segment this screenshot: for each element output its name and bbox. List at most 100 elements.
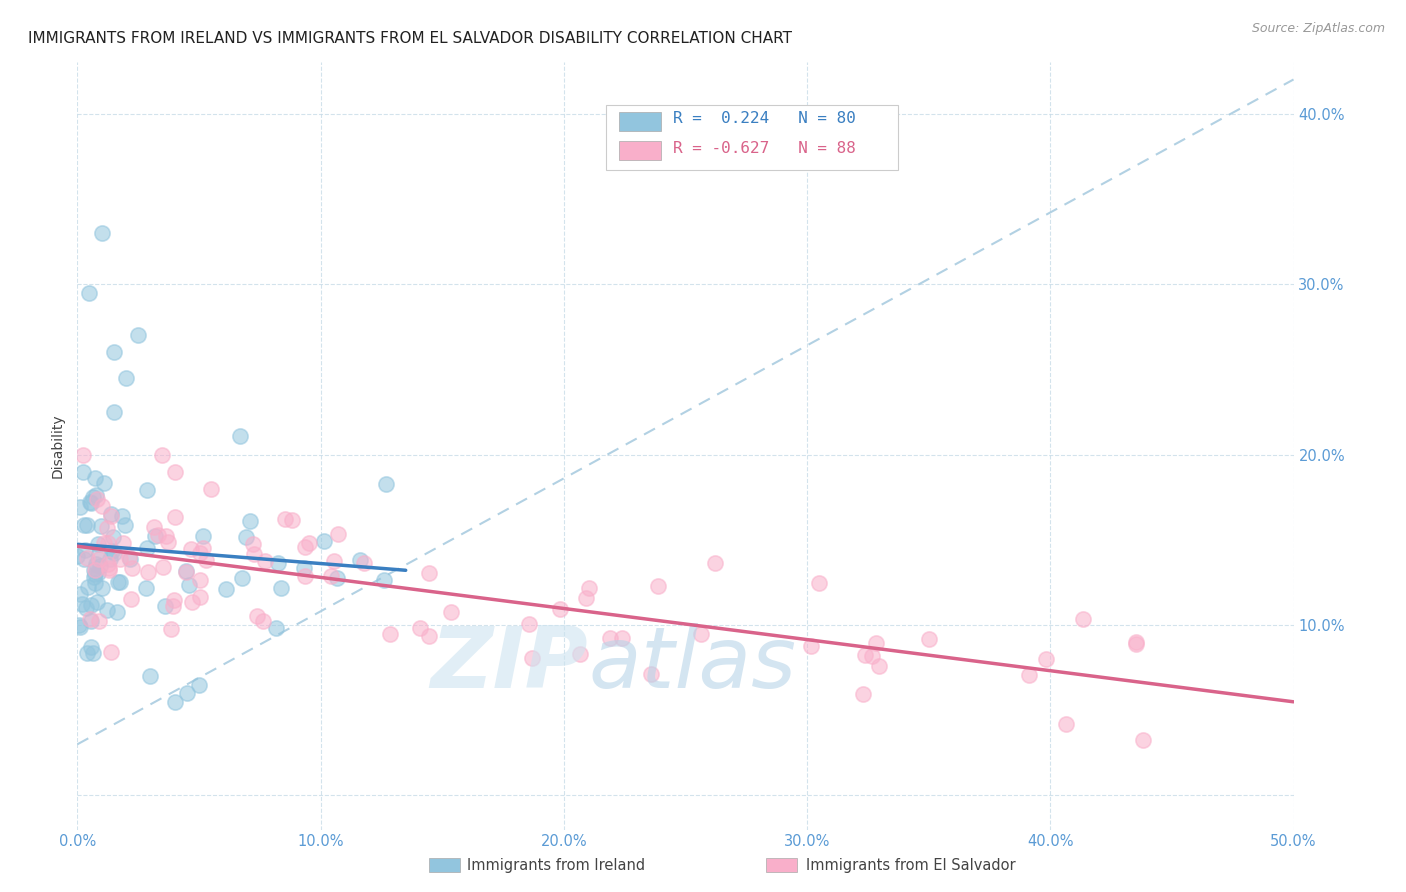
Point [83,563,105,577]
Text: R =  0.224   N = 80: R = 0.224 N = 80 [673,111,856,126]
Point [86,537,108,551]
Point [229,429,252,443]
Point [519,617,541,632]
Point [800,639,823,653]
Point [1125,637,1147,651]
Point [79,495,101,509]
Point [188,546,211,560]
Point [82,490,104,504]
Point [298,536,321,550]
Point [82,646,104,660]
Point [76,551,98,566]
Point [91,582,114,596]
FancyBboxPatch shape [619,141,661,160]
Point [100,507,122,521]
Point [80,614,103,628]
Point [108,574,131,589]
Point [86,492,108,507]
Point [96,520,118,534]
Point [292,560,315,574]
Point [73,552,96,566]
Point [314,534,336,549]
Point [200,482,222,496]
Point [1018,668,1040,682]
Point [1132,733,1154,747]
Point [90,499,112,513]
Text: Immigrants from El Salvador: Immigrants from El Salvador [806,858,1015,872]
Point [79,285,101,300]
Point [174,564,197,578]
Point [180,542,202,557]
Point [374,476,396,491]
Point [139,669,162,683]
Point [76,518,98,533]
Point [136,483,159,497]
Point [440,605,463,619]
Point [575,591,598,605]
Point [242,536,264,550]
Point [704,556,727,570]
Point [108,552,131,566]
Point [145,529,167,543]
Point [127,328,149,343]
Point [83,471,105,485]
Point [103,405,125,419]
Point [188,590,211,604]
Point [89,552,111,566]
Point [610,631,633,645]
Point [80,640,103,655]
Point [69,500,91,514]
Point [67,618,90,632]
Point [860,649,883,664]
Point [640,667,662,681]
Point [270,581,292,595]
Point [84,557,107,571]
Point [163,695,186,709]
Point [253,554,276,568]
Point [89,614,111,628]
Point [77,580,100,594]
Point [76,646,98,660]
Point [79,496,101,510]
Point [114,518,136,533]
Point [101,543,124,558]
Text: atlas: atlas [588,624,796,706]
Point [548,602,571,616]
Point [1071,612,1094,626]
Point [103,345,125,359]
Y-axis label: Disability: Disability [51,414,65,478]
Point [323,554,346,568]
Point [418,566,440,580]
Point [294,569,316,583]
Point [103,531,125,545]
Point [84,563,107,577]
FancyBboxPatch shape [606,104,898,169]
Point [865,636,887,650]
Point [135,581,157,595]
Point [162,593,184,607]
Point [294,540,316,554]
Text: R = -0.627   N = 88: R = -0.627 N = 88 [673,141,856,156]
Point [90,226,112,240]
Point [180,595,202,609]
Point [520,650,543,665]
Point [150,448,173,462]
Point [105,605,128,619]
Point [121,561,143,575]
Point [115,371,138,385]
Point [242,547,264,561]
Point [89,559,111,574]
Point [176,686,198,700]
Point [1035,651,1057,665]
Point [252,615,274,629]
Point [231,570,253,584]
Point [100,645,122,659]
Point [118,550,141,565]
Point [100,509,122,524]
Point [853,648,876,662]
Point [66,549,89,564]
Point [138,565,160,579]
Point [281,513,304,527]
Point [97,561,120,575]
Point [72,465,94,479]
